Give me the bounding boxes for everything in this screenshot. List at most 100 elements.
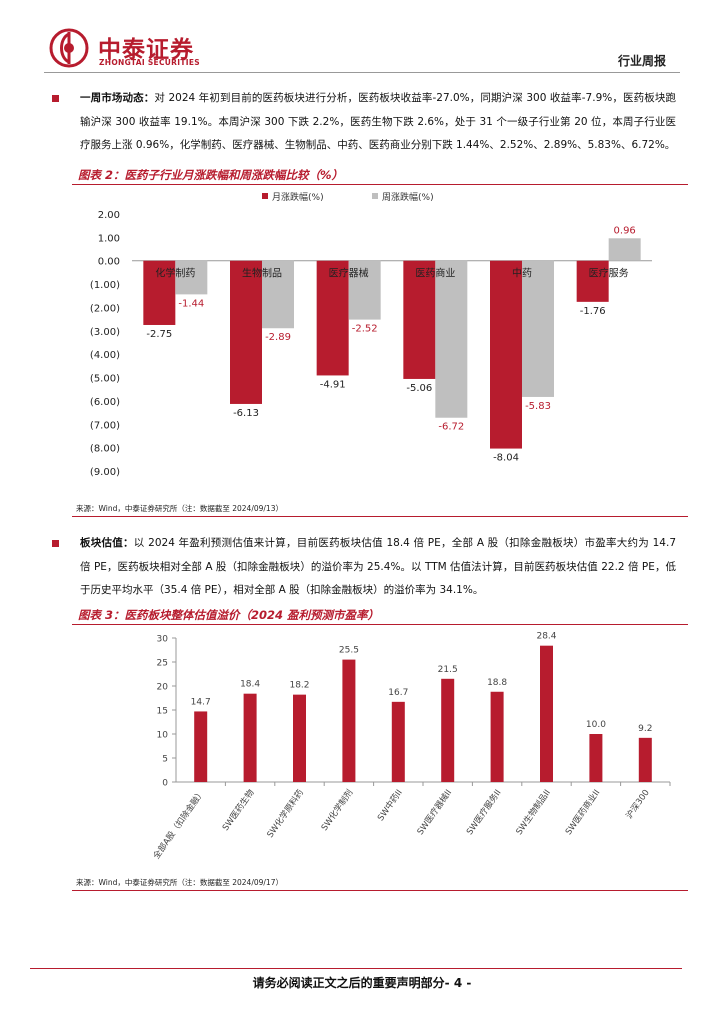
category-label: SW医疗服务II — [464, 787, 503, 837]
y-tick-label: (3.00) — [90, 327, 120, 338]
footer-disclaimer: 请务必阅读正文之后的重要声明部分- 4 - — [252, 976, 472, 990]
weekly-bar — [262, 260, 294, 329]
logo-chinese-name: 中泰证券 — [98, 37, 194, 63]
pe-bar — [391, 701, 405, 782]
category-label: 医疗器械 — [329, 267, 369, 280]
weekly-value-label: -6.72 — [438, 422, 464, 433]
pe-value-label: 18.2 — [289, 681, 309, 691]
paragraph-text: 对 2024 年初到目前的医药板块进行分析，医药板块收益率-27.0%，同期沪深… — [80, 92, 676, 151]
weekly-bar — [348, 260, 381, 320]
pe-bar — [293, 694, 306, 782]
category-label: SW生物制品II — [514, 787, 553, 837]
pe-value-label: 18.4 — [240, 680, 260, 690]
weekly-value-label: -2.89 — [265, 332, 291, 343]
pe-value-label: 21.5 — [438, 665, 458, 675]
valuation-premium-chart: 0 5 10 15 20 25 30 14.7 全部A股（扣除金融） 18.4 SW医药生物 18.2… — [151, 632, 671, 861]
figure2-title: 图表 2：医药子行业月涨跌幅和周涨跌幅比较（%） — [78, 168, 344, 182]
paragraph-label: 板块估值： — [80, 537, 134, 549]
y-tick-label: (4.00) — [90, 350, 120, 361]
y-tick-label: (9.00) — [90, 467, 120, 478]
pe-bar — [441, 678, 455, 782]
monthly-bar — [403, 260, 436, 379]
y-tick-label: 10 — [157, 731, 169, 741]
weekly-value-label: -2.52 — [352, 324, 378, 335]
footer-divider — [30, 968, 682, 969]
y-tick-label: 20 — [157, 683, 169, 693]
bullet-square-icon — [52, 95, 59, 102]
category-label: 化学制药 — [155, 267, 195, 280]
y-tick-label: (2.00) — [90, 303, 120, 314]
pe-bar — [194, 711, 208, 782]
category-label: SW化学制剂 — [319, 787, 355, 832]
legend-label: 周涨跌幅(%) — [382, 191, 434, 203]
monthly-bar — [490, 260, 522, 449]
y-tick-label: (5.00) — [90, 374, 120, 385]
weekly-value-label: -5.83 — [525, 401, 551, 412]
pe-value-label: 18.8 — [487, 678, 507, 688]
weekly-bar — [608, 238, 641, 261]
y-tick-label: (6.00) — [90, 397, 120, 408]
paragraph-label: 一周市场动态： — [80, 92, 155, 104]
category-label: SW医疗器械II — [415, 787, 454, 837]
category-label: 医药商业 — [415, 267, 455, 280]
legend-swatch — [372, 193, 378, 199]
category-label: 生物制品 — [242, 267, 282, 280]
legend-swatch — [262, 193, 268, 199]
category-label: SW医药商业II — [563, 787, 602, 837]
figure2-source: 来源：Wind，中泰证券研究所（注：数据截至 2024/09/13） — [76, 504, 283, 513]
pe-bar — [490, 691, 504, 782]
category-label: SW中药II — [375, 787, 405, 823]
monthly-value-label: -8.04 — [493, 453, 519, 464]
pe-bar — [638, 737, 652, 782]
y-tick-label: 2.00 — [98, 210, 120, 221]
weekly-bar — [435, 260, 468, 418]
subindustry-change-chart: 月涨跌幅(%) 周涨跌幅(%) 2.00 1.00 0.00 (1.00) (2.00) (3… — [90, 191, 652, 478]
y-tick-label: 0 — [162, 779, 168, 789]
figure3-title: 图表 3：医药板块整体估值溢价（2024 盈利预测市盈率） — [78, 608, 380, 622]
valuation-paragraph: 板块估值：以 2024 年盈利预测估值来计算，目前医药板块估值 18.4 倍 P… — [52, 532, 677, 603]
monthly-value-label: -6.13 — [233, 408, 259, 419]
y-tick-label: 25 — [157, 659, 168, 669]
pe-value-label: 28.4 — [536, 632, 556, 642]
pe-value-label: 25.5 — [339, 646, 359, 656]
logo-english-name: ZHONGTAI SECURITIES — [99, 58, 200, 67]
weekly-bar — [175, 260, 208, 295]
pe-value-label: 9.2 — [638, 724, 652, 734]
monthly-bar — [143, 260, 176, 325]
weekly-value-label: 0.96 — [614, 225, 636, 236]
figure3-source: 来源：Wind，中泰证券研究所（注：数据截至 2024/09/17） — [76, 878, 283, 887]
category-label: SW医药生物 — [220, 787, 257, 833]
y-tick-label: (1.00) — [90, 280, 120, 291]
monthly-value-label: -1.76 — [580, 306, 606, 317]
category-label: SW化学原料药 — [265, 787, 306, 839]
monthly-value-label: -2.75 — [146, 329, 172, 340]
legend-label: 月涨跌幅(%) — [272, 191, 324, 203]
y-tick-label: 1.00 — [98, 233, 120, 244]
category-label: 全部A股（扣除金融） — [151, 787, 207, 861]
pe-bar — [540, 645, 553, 782]
pe-value-label: 10.0 — [586, 720, 606, 730]
header-divider — [44, 72, 680, 73]
figure2-title-bar: 图表 2：医药子行业月涨跌幅和周涨跌幅比较（%） — [72, 165, 688, 185]
market-dynamics-paragraph: 一周市场动态：对 2024 年初到目前的医药板块进行分析，医药板块收益率-27.… — [52, 87, 676, 158]
y-tick-label: (7.00) — [90, 420, 120, 431]
pe-value-label: 16.7 — [388, 688, 408, 698]
monthly-bar — [576, 260, 609, 302]
y-tick-label: 5 — [162, 755, 168, 765]
category-label: 中药 — [512, 267, 532, 280]
zhongtai-logo-icon — [49, 28, 89, 68]
category-label: 沪深300 — [624, 787, 652, 821]
y-tick-label: 15 — [157, 707, 168, 717]
report-type-label: 行业周报 — [617, 54, 666, 68]
figure3-title-bar: 图表 3：医药板块整体估值溢价（2024 盈利预测市盈率） — [72, 605, 688, 625]
y-tick-label: (8.00) — [90, 444, 120, 455]
monthly-bar — [230, 260, 262, 404]
pe-bar — [243, 693, 257, 782]
y-tick-label: 30 — [157, 635, 169, 645]
monthly-bar — [316, 260, 349, 376]
bullet-square-icon — [52, 540, 59, 547]
figure3-source-divider — [72, 890, 688, 891]
paragraph-text: 以 2024 年盈利预测估值来计算，目前医药板块估值 18.4 倍 PE，全部 … — [80, 537, 677, 596]
monthly-value-label: -4.91 — [320, 379, 346, 390]
pe-value-label: 14.7 — [191, 697, 211, 707]
